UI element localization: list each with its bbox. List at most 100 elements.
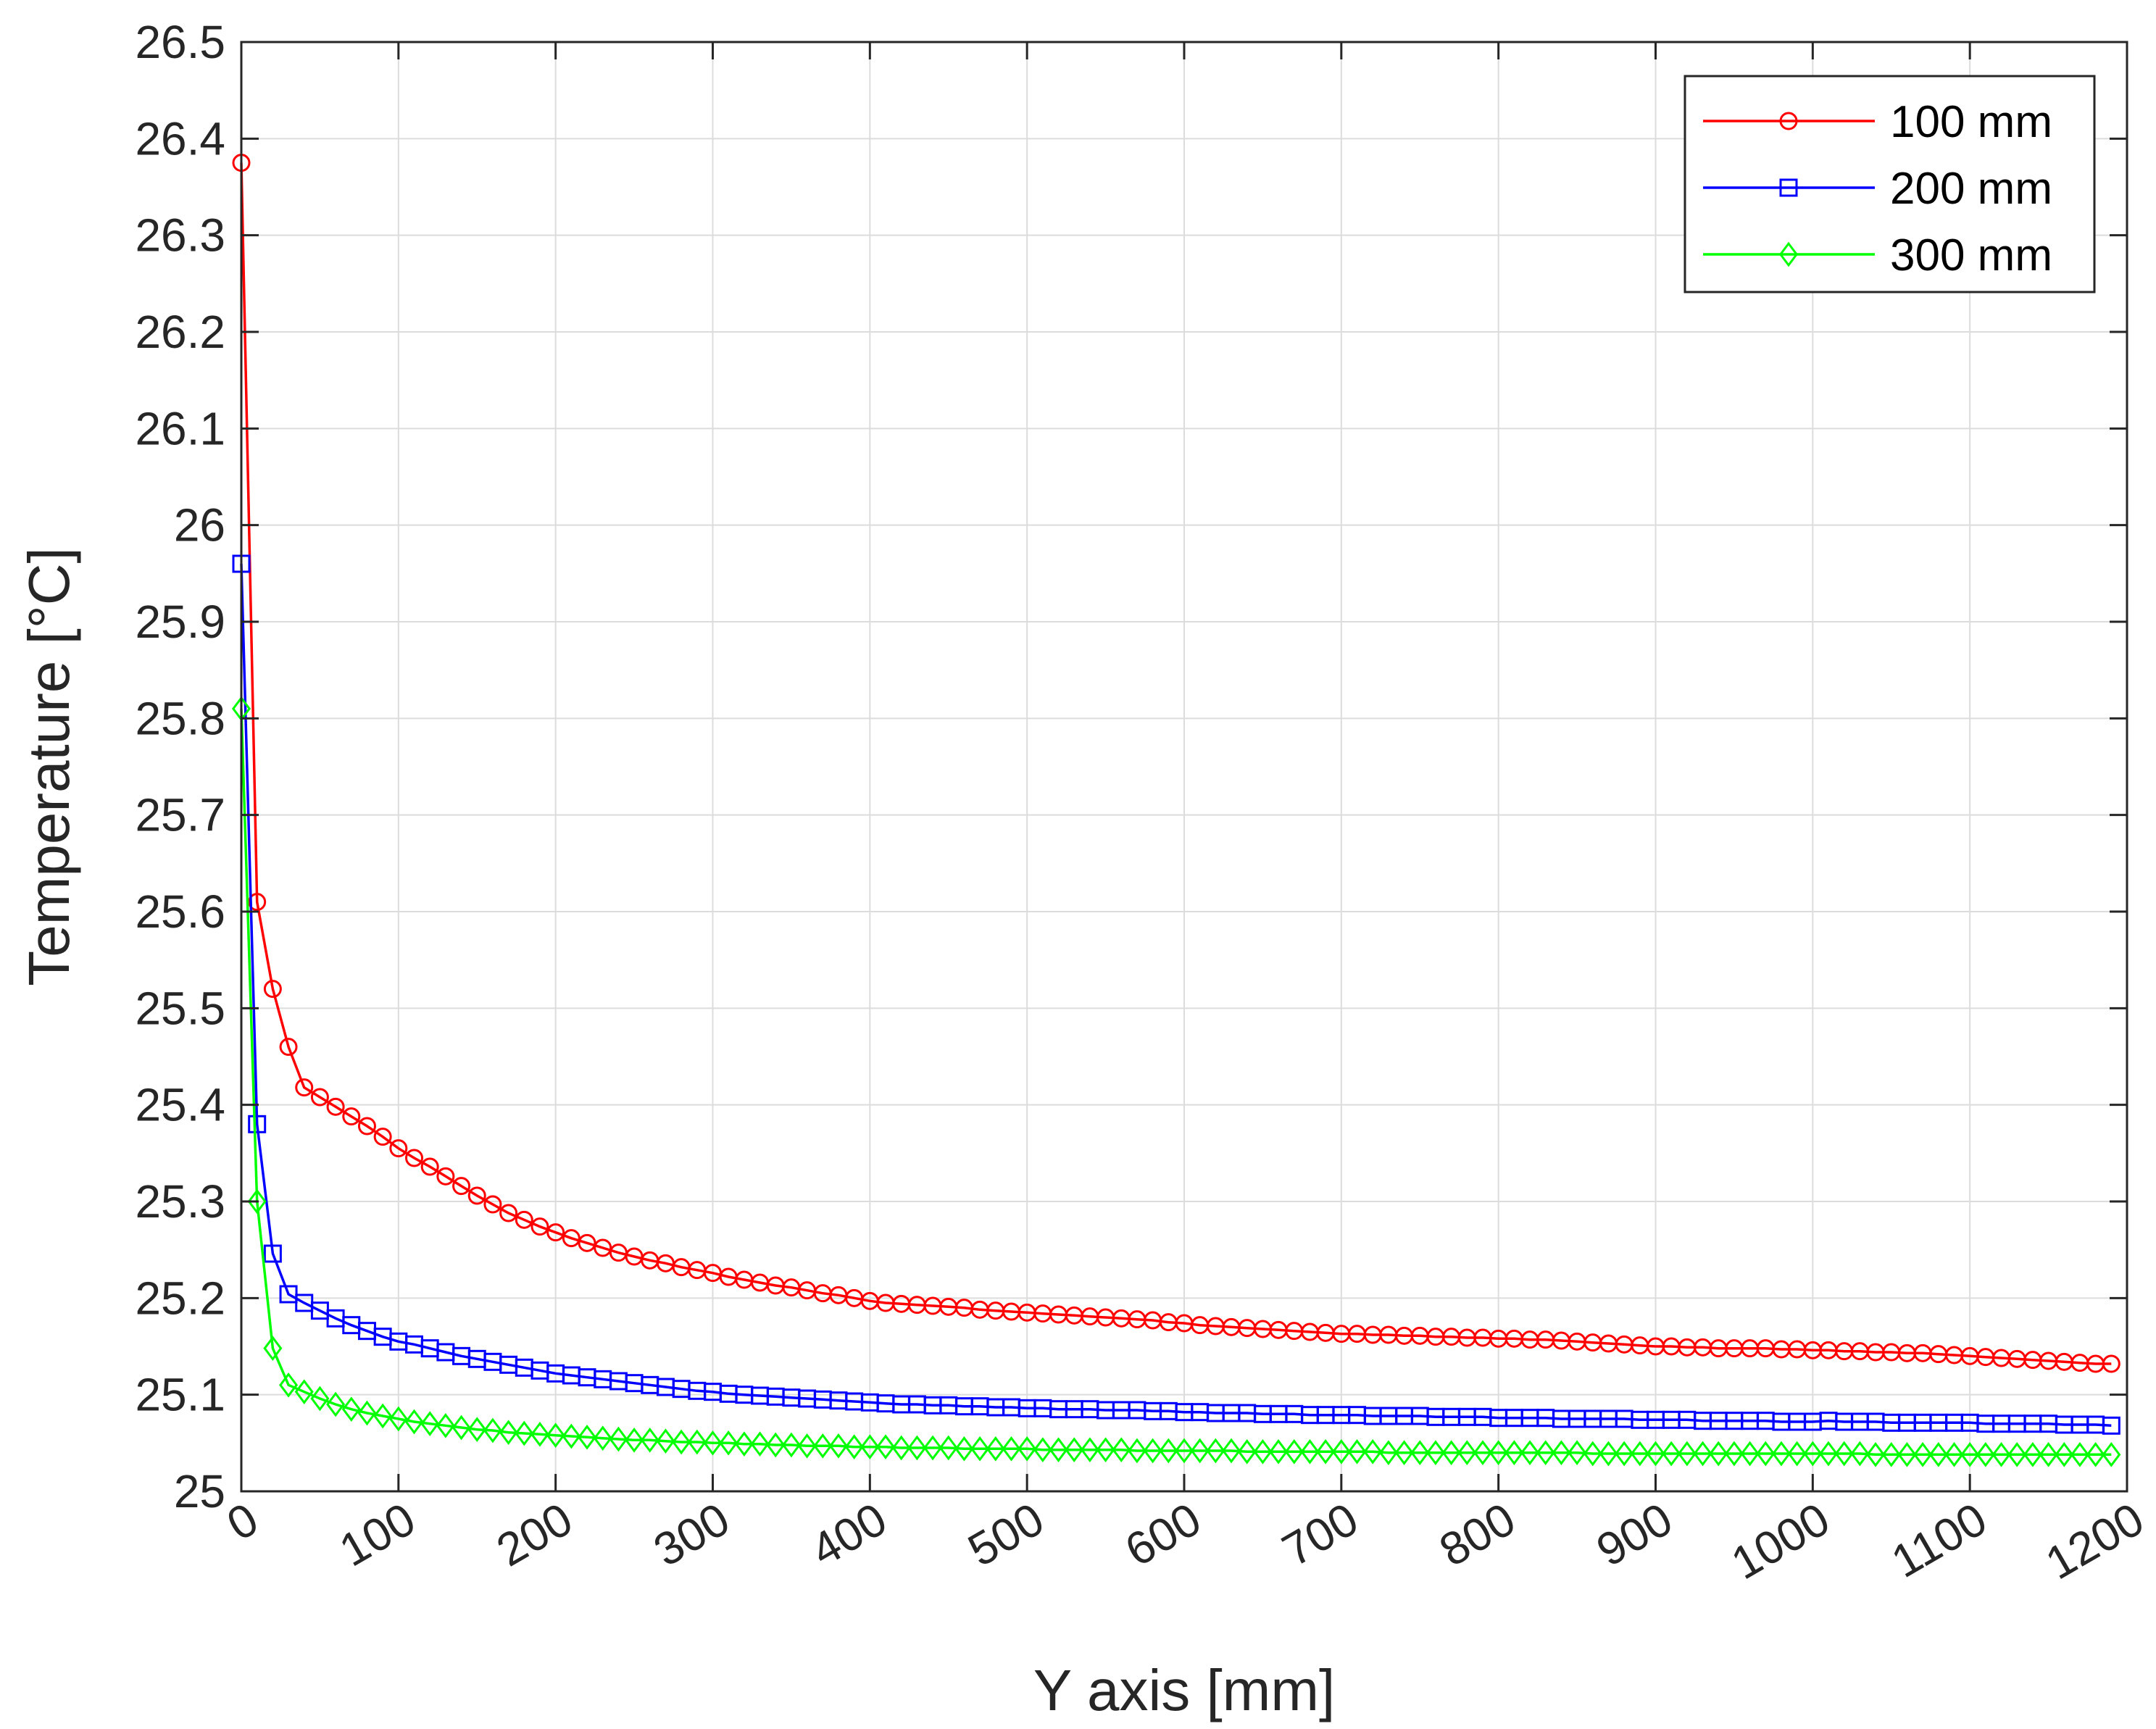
data-point — [515, 1210, 533, 1229]
legend-label: 100 mm — [1890, 97, 2052, 147]
data-point — [1080, 1437, 1099, 1463]
data-point — [656, 1428, 675, 1454]
data-point — [593, 1425, 612, 1451]
data-point — [578, 1424, 597, 1450]
data-point — [310, 1088, 329, 1107]
data-point — [1159, 1438, 1178, 1464]
legend-marker — [1779, 178, 1798, 197]
data-point — [703, 1430, 723, 1456]
data-point — [1410, 1440, 1430, 1466]
data-point — [279, 1038, 298, 1057]
data-point — [295, 1078, 314, 1097]
data-point — [515, 1420, 534, 1446]
data-point — [499, 1420, 518, 1446]
data-point — [1190, 1438, 1210, 1464]
legend-label: 200 mm — [1890, 164, 2052, 214]
data-point — [1724, 1441, 1744, 1467]
data-point — [546, 1422, 565, 1449]
data-point — [263, 1336, 283, 1362]
data-point — [594, 1238, 612, 1257]
data-point — [1677, 1441, 1697, 1467]
data-point — [876, 1434, 896, 1460]
data-point — [436, 1167, 455, 1186]
y-tick-label: 25.5 — [135, 982, 225, 1034]
data-point — [2070, 1441, 2089, 1467]
data-point — [388, 1406, 408, 1432]
data-point — [640, 1427, 659, 1453]
y-tick-label: 25.8 — [135, 692, 225, 744]
data-point — [1771, 1441, 1791, 1467]
data-point — [1331, 1438, 1351, 1465]
data-point — [483, 1195, 502, 1214]
data-point — [248, 1115, 267, 1133]
data-point — [1206, 1438, 1225, 1464]
data-point — [970, 1436, 990, 1462]
data-point — [2055, 1441, 2074, 1467]
data-point — [373, 1403, 393, 1429]
y-tick-label: 25.3 — [135, 1175, 225, 1228]
y-tick-label: 25.2 — [135, 1272, 225, 1324]
data-point — [2102, 1416, 2120, 1435]
data-point — [1065, 1437, 1084, 1463]
data-point — [672, 1429, 691, 1455]
data-point — [420, 1411, 440, 1437]
y-axis-title: Temperature [°C] — [17, 547, 81, 986]
y-tick-label: 25.6 — [135, 886, 225, 938]
data-point — [1033, 1437, 1052, 1463]
data-point — [263, 980, 282, 999]
data-point — [562, 1423, 581, 1449]
y-tick-label: 26.2 — [135, 306, 225, 358]
data-point — [389, 1139, 408, 1158]
data-point — [938, 1435, 958, 1461]
data-point — [813, 1433, 833, 1459]
data-point — [530, 1421, 549, 1447]
data-point — [436, 1412, 455, 1438]
data-point — [341, 1396, 361, 1422]
data-point — [530, 1217, 549, 1236]
data-point — [1363, 1438, 1383, 1465]
data-point — [891, 1435, 911, 1461]
y-tick-label: 25.4 — [135, 1079, 225, 1131]
data-point — [263, 1244, 282, 1263]
data-point — [357, 1117, 376, 1136]
data-point — [750, 1431, 770, 1457]
legend-item: 200 mm — [1703, 164, 2052, 214]
data-point — [2086, 1441, 2105, 1467]
data-point — [1897, 1441, 1917, 1467]
data-point — [373, 1128, 392, 1146]
y-tick-labels: 25 25.1 25.2 25.3 25.4 25.5 25.6 25.7 25.8 25.9 26… — [135, 16, 225, 1517]
axis-ticks — [240, 41, 2128, 1493]
data-point — [1834, 1441, 1854, 1467]
y-tick-label: 25 — [174, 1465, 225, 1517]
data-point — [1017, 1436, 1037, 1462]
data-point — [1709, 1441, 1728, 1467]
legend-marker — [1779, 112, 1798, 130]
data-point — [420, 1157, 439, 1176]
data-point — [1378, 1440, 1398, 1466]
data-point — [546, 1223, 565, 1242]
data-point — [1253, 1438, 1273, 1465]
series-layer — [231, 154, 2121, 1467]
data-point — [1489, 1440, 1508, 1466]
data-point — [342, 1107, 361, 1126]
data-point — [986, 1436, 1005, 1462]
data-point — [734, 1431, 754, 1457]
data-point — [1819, 1441, 1839, 1467]
y-tick-label: 25.7 — [135, 789, 225, 841]
data-point — [1599, 1441, 1618, 1467]
data-point — [1991, 1441, 2011, 1467]
y-tick-label: 26.5 — [135, 16, 225, 68]
y-tick-label: 25.9 — [135, 596, 225, 648]
data-point — [294, 1379, 314, 1405]
x-axis-title: Y axis [mm] — [1033, 1658, 1335, 1722]
data-point — [1615, 1441, 1634, 1467]
data-point — [2102, 1441, 2121, 1467]
data-point — [2039, 1441, 2058, 1467]
data-point — [828, 1433, 848, 1459]
data-point — [578, 1233, 596, 1252]
data-point — [1693, 1441, 1712, 1467]
data-point — [1646, 1441, 1665, 1467]
series-1 — [232, 154, 2120, 1373]
legend-marker — [1778, 241, 1799, 267]
data-point — [404, 1409, 424, 1435]
